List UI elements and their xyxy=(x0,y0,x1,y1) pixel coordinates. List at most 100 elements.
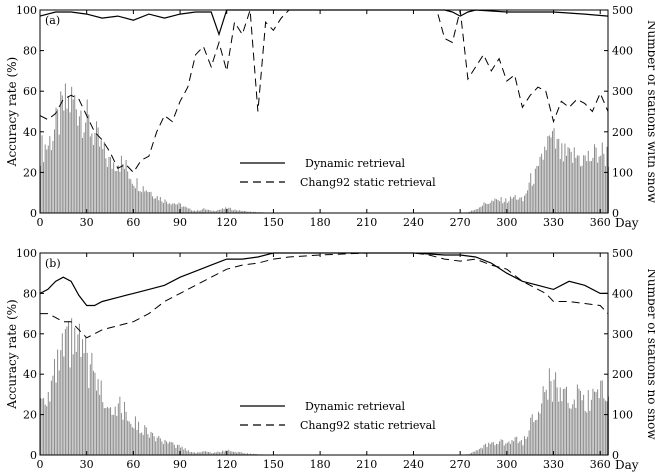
chang92-static-line xyxy=(40,252,609,339)
station-count-bar xyxy=(141,192,143,213)
station-count-bar xyxy=(486,203,488,213)
station-count-bar xyxy=(57,349,59,455)
station-count-bar xyxy=(600,155,602,213)
station-count-bar xyxy=(114,406,116,455)
station-count-bar xyxy=(189,208,191,213)
station-count-bar xyxy=(85,122,87,213)
station-count-bar xyxy=(83,353,85,455)
station-count-bar xyxy=(220,452,222,455)
station-count-bar xyxy=(169,441,171,455)
station-count-bar xyxy=(489,444,491,455)
station-count-bar xyxy=(218,209,220,213)
station-count-bar xyxy=(136,178,138,213)
x-tick-label: 210 xyxy=(356,216,377,229)
station-count-bar xyxy=(536,165,538,213)
y-tick-label: 80 xyxy=(23,45,37,58)
legend-dynamic-label: Dynamic retrieval xyxy=(305,157,406,170)
station-count-bar xyxy=(110,157,112,213)
station-count-bar xyxy=(508,441,510,455)
station-count-bar xyxy=(581,165,583,213)
station-count-bar xyxy=(556,387,558,455)
station-count-bar xyxy=(579,166,582,213)
station-count-bar xyxy=(180,203,182,213)
station-count-bar xyxy=(231,451,233,455)
station-count-bar xyxy=(533,183,535,213)
station-count-bar xyxy=(133,185,135,213)
station-count-bar xyxy=(195,211,197,213)
panel-b-ticks: 0 30 60 90 120 150 180 210 240 270 300 330 360020406… xyxy=(16,247,633,471)
y-tick-label: 40 xyxy=(23,368,37,381)
station-count-bar xyxy=(246,453,248,455)
station-count-bar xyxy=(478,207,480,213)
station-count-bar xyxy=(598,156,600,213)
station-count-bar xyxy=(522,201,524,213)
station-count-bar xyxy=(164,439,166,455)
station-count-bar xyxy=(533,422,535,455)
y-tick-label: 0 xyxy=(30,449,37,462)
station-count-bar xyxy=(564,143,566,213)
station-count-bar xyxy=(159,438,161,455)
station-count-bar xyxy=(578,155,580,213)
y2-tick-label: 500 xyxy=(612,247,633,260)
station-count-bar xyxy=(565,386,567,455)
station-count-bar xyxy=(477,208,479,213)
station-count-bar xyxy=(254,211,256,213)
station-count-bar xyxy=(520,440,522,455)
station-count-bar xyxy=(590,161,592,213)
station-count-bar xyxy=(530,173,532,213)
station-count-bar xyxy=(559,387,561,455)
station-count-bar xyxy=(198,210,200,213)
station-count-bar xyxy=(116,415,118,455)
station-count-bar xyxy=(576,155,578,213)
station-count-bar xyxy=(183,449,185,455)
station-count-bar xyxy=(142,186,144,213)
station-count-bar xyxy=(475,450,477,455)
station-count-bar xyxy=(604,166,606,213)
station-count-bar xyxy=(242,453,244,455)
station-count-bar xyxy=(506,202,508,213)
station-count-bar xyxy=(63,356,65,455)
station-count-bar xyxy=(519,197,521,213)
station-count-bar xyxy=(40,165,42,213)
station-count-bar xyxy=(194,210,196,213)
station-count-bar xyxy=(229,207,231,213)
station-count-bar xyxy=(480,447,482,455)
station-count-bar xyxy=(80,110,82,213)
station-count-bar xyxy=(548,135,550,213)
station-count-bar xyxy=(472,210,474,213)
station-count-bar xyxy=(68,95,70,213)
station-count-bar xyxy=(223,451,225,455)
station-count-bar xyxy=(486,446,488,455)
station-count-bar xyxy=(226,450,228,455)
station-count-bar xyxy=(175,204,177,213)
station-count-bar xyxy=(586,161,588,213)
station-count-bar xyxy=(40,398,42,455)
station-count-bar xyxy=(491,442,493,455)
station-count-bar xyxy=(124,402,126,455)
station-count-bar xyxy=(472,451,474,455)
station-count-bar xyxy=(509,443,511,455)
station-count-bar xyxy=(88,114,90,213)
station-count-bar xyxy=(131,183,133,213)
x-tick-label: 0 xyxy=(37,458,44,471)
station-count-bar xyxy=(122,163,124,213)
legend-static-label: Chang92 static retrieval xyxy=(300,176,436,189)
station-count-bar xyxy=(505,198,507,213)
station-count-bar xyxy=(152,196,154,213)
y-tick-label: 60 xyxy=(23,85,37,98)
station-count-bar xyxy=(142,434,144,455)
station-count-bar xyxy=(89,136,91,213)
station-count-bar xyxy=(172,442,174,455)
station-count-bar xyxy=(125,160,127,213)
station-count-bar xyxy=(52,375,54,455)
station-count-bar xyxy=(553,128,555,213)
station-count-bar xyxy=(113,414,115,455)
station-count-bar xyxy=(528,430,530,455)
station-count-bar xyxy=(186,450,188,455)
station-count-bar xyxy=(41,135,43,213)
station-count-bar xyxy=(47,145,49,213)
station-count-bar xyxy=(575,407,577,455)
station-count-bar xyxy=(237,210,239,213)
station-count-bar xyxy=(178,202,180,213)
